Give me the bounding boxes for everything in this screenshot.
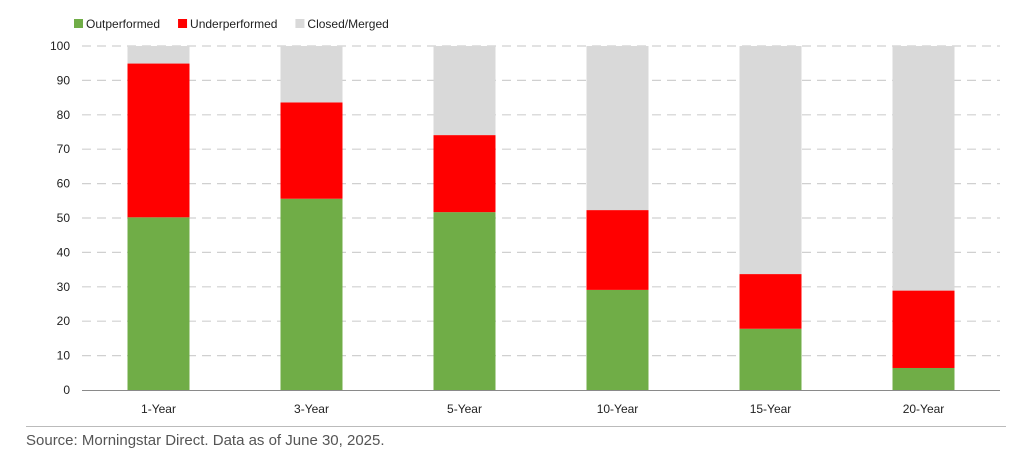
- bar-20-year-outperformed: [892, 367, 955, 390]
- x-tick-3-year: 3-Year: [294, 402, 329, 416]
- bar-1-year-closed-merged: [127, 46, 190, 64]
- legend: Outperformed Underperformed Closed/Merged: [74, 17, 389, 31]
- gridlines: [82, 45, 1000, 357]
- bar-5-year-underperformed: [433, 135, 496, 213]
- y-tick-50: 50: [57, 211, 71, 225]
- bar-3-year-outperformed: [280, 198, 343, 390]
- legend-swatch-2: [178, 19, 188, 28]
- bar-10-year-underperformed: [586, 210, 649, 290]
- bar-3-year-closed-merged: [280, 46, 343, 103]
- x-tick-1-year: 1-Year: [141, 402, 176, 416]
- legend-swatch-3: [295, 19, 305, 28]
- bar-1-year-underperformed: [127, 63, 190, 218]
- y-tick-20: 20: [57, 314, 71, 328]
- bar-20-year-closed-merged: [892, 46, 955, 291]
- bar-1-year-outperformed: [127, 217, 190, 390]
- bar-15-year-closed-merged: [739, 46, 802, 275]
- y-tick-90: 90: [57, 73, 71, 87]
- y-tick-30: 30: [57, 280, 71, 294]
- source-note: Source: Morningstar Direct. Data as of J…: [26, 432, 385, 449]
- y-tick-80: 80: [57, 108, 71, 122]
- legend-swatch-1: [74, 19, 83, 28]
- bar-10-year-closed-merged: [586, 46, 649, 211]
- y-tick-0: 0: [63, 383, 70, 397]
- y-tick-60: 60: [57, 177, 71, 191]
- legend-label-2: Underperformed: [190, 17, 277, 31]
- bar-10-year-outperformed: [586, 289, 649, 390]
- bar-5-year-outperformed: [433, 212, 496, 390]
- x-tick-5-year: 5-Year: [447, 402, 482, 416]
- x-tick-10-year: 10-Year: [597, 402, 639, 416]
- bar-15-year-underperformed: [739, 274, 802, 329]
- y-tick-40: 40: [57, 245, 71, 259]
- y-tick-10: 10: [57, 349, 71, 363]
- source-divider: [26, 426, 1006, 427]
- y-axis: 0 10 20 30 40 50 60 70 80 90 100: [50, 39, 70, 397]
- x-axis: 1-Year 3-Year 5-Year 10-Year 15-Year 20-Year: [82, 390, 1000, 416]
- bars: [127, 46, 955, 390]
- stacked-bar-chart: Outperformed Underperformed Closed/Merged …: [50, 17, 1000, 416]
- y-tick-100: 100: [50, 39, 70, 53]
- x-tick-15-year: 15-Year: [750, 402, 792, 416]
- legend-label-1: Outperformed: [86, 17, 160, 31]
- x-tick-20-year: 20-Year: [903, 402, 945, 416]
- legend-label-3: Closed/Merged: [307, 17, 388, 31]
- bar-3-year-underperformed: [280, 102, 343, 199]
- bar-20-year-underperformed: [892, 290, 955, 368]
- y-tick-70: 70: [57, 142, 71, 156]
- bar-15-year-outperformed: [739, 328, 802, 390]
- bar-5-year-closed-merged: [433, 46, 496, 136]
